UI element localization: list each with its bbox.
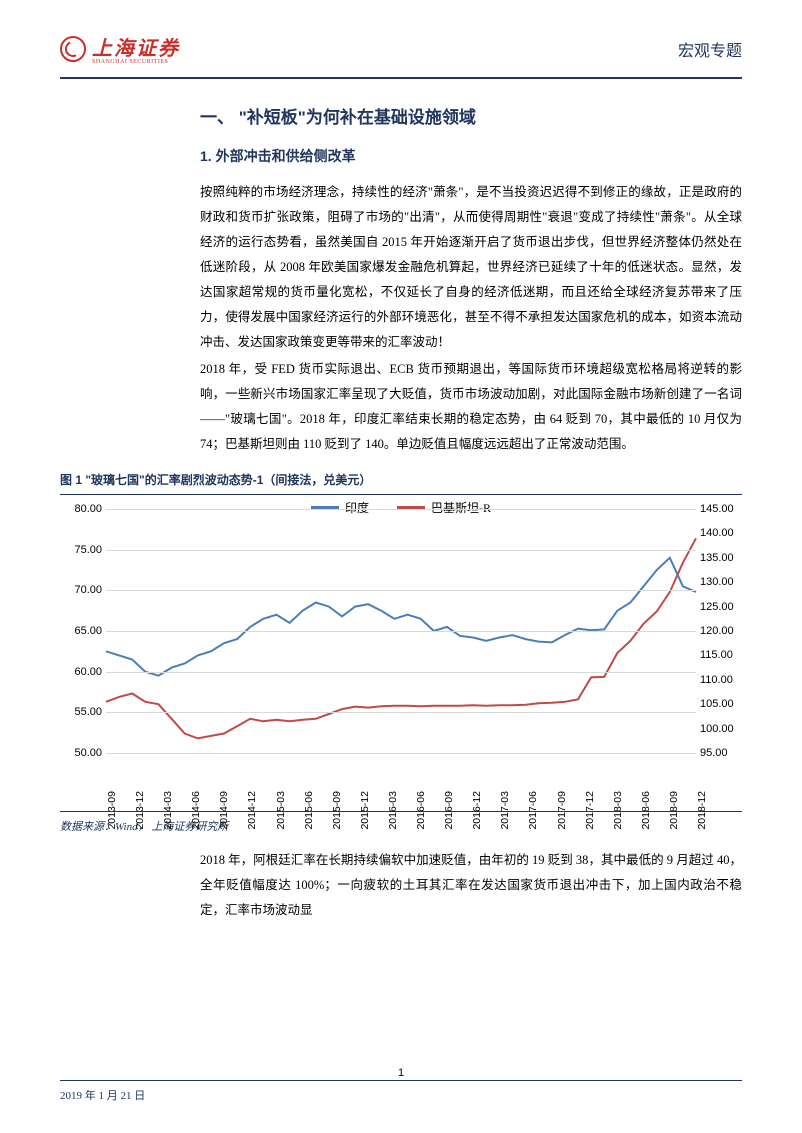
paragraph-3: 2018 年，阿根廷汇率在长期持续偏软中加速贬值，由年初的 19 贬到 38，其… xyxy=(200,848,742,923)
x-tick: 2015-03 xyxy=(275,791,287,830)
y-right-tick: 95.00 xyxy=(700,747,742,759)
y-right-tick: 135.00 xyxy=(700,552,742,564)
y-right-tick: 140.00 xyxy=(700,527,742,539)
y-right-tick: 145.00 xyxy=(700,503,742,515)
footer-date: 2019 年 1 月 21 日 xyxy=(60,1087,145,1103)
footer-page-number: 1 xyxy=(398,1067,404,1079)
x-tick: 2015-12 xyxy=(359,791,371,830)
y-right-tick: 130.00 xyxy=(700,576,742,588)
x-tick: 2013-12 xyxy=(134,791,146,830)
y-right-tick: 115.00 xyxy=(700,649,742,661)
x-tick: 2017-12 xyxy=(584,791,596,830)
x-axis-labels: 2013-092013-122014-032014-062014-092014-… xyxy=(106,753,696,809)
x-tick: 2016-09 xyxy=(443,791,455,830)
x-tick: 2018-06 xyxy=(640,791,652,830)
section-heading-2: 1. 外部冲击和供给侧改革 xyxy=(200,146,742,166)
series-pakistan-line xyxy=(106,538,696,738)
paragraph-2: 2018 年，受 FED 货币实际退出、ECB 货币预期退出，等国际货币环境超级… xyxy=(200,357,742,457)
series-india-line xyxy=(106,558,696,676)
page-footer: 2019 年 1 月 21 日 1 xyxy=(60,1080,742,1103)
x-tick: 2014-03 xyxy=(162,791,174,830)
x-tick: 2016-03 xyxy=(387,791,399,830)
content-after-chart: 2018 年，阿根廷汇率在长期持续偏软中加速贬值，由年初的 19 贬到 38，其… xyxy=(0,834,802,923)
brand-logo: 上海证券 SHANGHAI SECURITIES xyxy=(60,32,180,65)
y-right-tick: 125.00 xyxy=(700,601,742,613)
chart-title: 图 1 "玻璃七国"的汇率剧烈波动态势-1（间接法，兑美元） xyxy=(60,471,742,495)
y-left-tick: 65.00 xyxy=(60,625,102,637)
x-tick: 2014-06 xyxy=(190,791,202,830)
y-left-tick: 50.00 xyxy=(60,747,102,759)
y-right-tick: 120.00 xyxy=(700,625,742,637)
x-tick: 2018-03 xyxy=(612,791,624,830)
chart-canvas: 印度 巴基斯坦-R 2013-092013-122014-032014-0620… xyxy=(60,499,742,809)
section-heading-1: 一、 "补短板"为何补在基础设施领域 xyxy=(200,103,742,128)
x-tick: 2016-12 xyxy=(471,791,483,830)
y-left-tick: 55.00 xyxy=(60,706,102,718)
page-header: 上海证券 SHANGHAI SECURITIES 宏观专题 xyxy=(0,0,802,73)
y-left-tick: 60.00 xyxy=(60,666,102,678)
y-left-tick: 70.00 xyxy=(60,584,102,596)
y-left-tick: 80.00 xyxy=(60,503,102,515)
x-tick: 2015-09 xyxy=(331,791,343,830)
x-tick: 2014-09 xyxy=(218,791,230,830)
x-tick: 2016-06 xyxy=(415,791,427,830)
y-right-tick: 110.00 xyxy=(700,674,742,686)
chart-plot-area xyxy=(106,509,696,753)
header-category: 宏观专题 xyxy=(678,37,742,61)
logo-sub-text: SHANGHAI SECURITIES xyxy=(92,59,180,65)
y-right-tick: 100.00 xyxy=(700,723,742,735)
x-tick: 2017-09 xyxy=(556,791,568,830)
x-tick: 2014-12 xyxy=(246,791,258,830)
logo-main-text: 上海证券 xyxy=(92,32,180,61)
logo-swirl-icon xyxy=(60,36,86,62)
x-tick: 2015-06 xyxy=(303,791,315,830)
x-tick: 2018-12 xyxy=(696,791,708,830)
y-right-tick: 105.00 xyxy=(700,698,742,710)
x-tick: 2017-06 xyxy=(527,791,539,830)
x-tick: 2018-09 xyxy=(668,791,680,830)
x-tick: 2013-09 xyxy=(106,791,118,830)
figure-1: 图 1 "玻璃七国"的汇率剧烈波动态势-1（间接法，兑美元） 印度 巴基斯坦-R… xyxy=(60,471,742,834)
logo-text-block: 上海证券 SHANGHAI SECURITIES xyxy=(92,32,180,65)
x-tick: 2017-03 xyxy=(499,791,511,830)
main-content: 一、 "补短板"为何补在基础设施领域 1. 外部冲击和供给侧改革 按照纯粹的市场… xyxy=(0,79,802,457)
paragraph-1: 按照纯粹的市场经济理念，持续性的经济"萧条"，是不当投资迟迟得不到修正的缘故，正… xyxy=(200,180,742,355)
y-left-tick: 75.00 xyxy=(60,544,102,556)
